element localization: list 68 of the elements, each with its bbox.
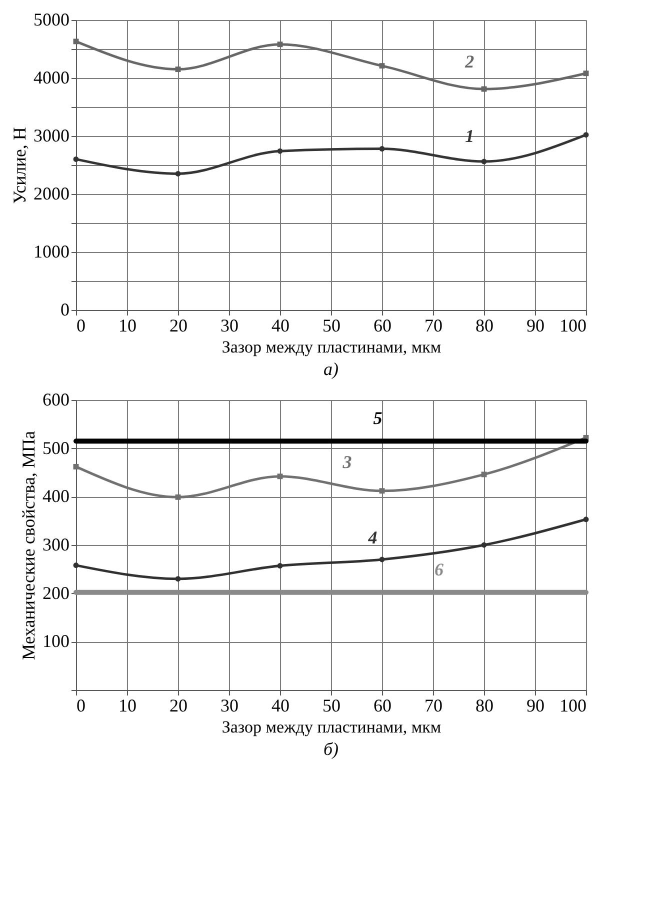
point xyxy=(481,472,487,478)
point xyxy=(481,158,487,164)
x-tick-label: 60 xyxy=(374,316,392,336)
x-tick-label: 50 xyxy=(322,316,340,336)
x-tick-label: 100 xyxy=(560,316,586,336)
y-tick-label: 2000 xyxy=(34,184,70,204)
point xyxy=(175,494,181,500)
x-tick-label: 0 xyxy=(76,696,86,716)
y-tick-label: 600 xyxy=(42,390,70,410)
point xyxy=(583,516,589,522)
y-tick-label: 0 xyxy=(60,300,70,320)
x-tick-label: 70 xyxy=(424,696,442,716)
point xyxy=(583,132,589,138)
x-tick-label: 20 xyxy=(170,696,188,716)
point xyxy=(73,38,79,44)
point xyxy=(481,86,487,92)
x-tick-label: 0 xyxy=(76,316,86,336)
point xyxy=(277,148,283,154)
x-tick-label: 90 xyxy=(526,696,544,716)
x-tick-label: 80 xyxy=(476,316,494,336)
series-label: 2 xyxy=(464,51,474,72)
point xyxy=(175,170,181,176)
point xyxy=(73,156,79,162)
point xyxy=(175,66,181,72)
point xyxy=(175,576,181,582)
x-tick-label: 30 xyxy=(220,696,238,716)
x-tick-label: 80 xyxy=(476,696,494,716)
x-tick-label: 50 xyxy=(322,696,340,716)
x-tick-label: 70 xyxy=(424,316,442,336)
x-tick-label: 10 xyxy=(118,696,136,716)
y-tick-label: 4000 xyxy=(34,68,70,88)
series-label: 4 xyxy=(367,527,378,548)
y-tick-label: 500 xyxy=(42,438,70,458)
x-tick-label: 30 xyxy=(220,316,238,336)
point xyxy=(73,562,79,568)
x-tick-label: 100 xyxy=(560,696,586,716)
y-tick-label: 400 xyxy=(42,486,70,506)
point xyxy=(379,146,385,152)
y-tick-label: 3000 xyxy=(34,126,70,146)
point xyxy=(277,563,283,569)
point xyxy=(277,474,283,480)
point xyxy=(583,70,589,76)
text: а) xyxy=(324,359,338,379)
point xyxy=(379,488,385,494)
point xyxy=(277,42,283,48)
series-label: 6 xyxy=(434,559,444,580)
x-axis-title: Зазор между пластинами, мкм xyxy=(222,338,442,356)
x-tick-label: 60 xyxy=(374,696,392,716)
x-tick-label: 10 xyxy=(118,316,136,336)
x-tick-label: 20 xyxy=(170,316,188,336)
y-tick-label: 100 xyxy=(42,631,70,652)
y-tick-label: 300 xyxy=(42,534,70,554)
x-tick-label: 40 xyxy=(272,316,290,336)
point xyxy=(481,542,487,548)
y-axis-title: Механические свойства, МПа xyxy=(18,431,38,660)
text: б) xyxy=(323,739,339,759)
y-axis-title: Усилие, Н xyxy=(10,127,30,204)
point xyxy=(73,464,79,470)
point xyxy=(379,556,385,562)
y-tick-label: 1000 xyxy=(34,242,70,262)
point xyxy=(379,63,385,69)
y-tick-label: 5000 xyxy=(34,10,70,30)
series-label: 3 xyxy=(342,452,352,472)
y-tick-label: 200 xyxy=(42,582,70,603)
x-axis-title: Зазор между пластинами, мкм xyxy=(222,718,442,736)
series-label: 5 xyxy=(373,408,382,428)
x-tick-label: 40 xyxy=(272,696,290,716)
x-tick-label: 90 xyxy=(526,316,544,336)
